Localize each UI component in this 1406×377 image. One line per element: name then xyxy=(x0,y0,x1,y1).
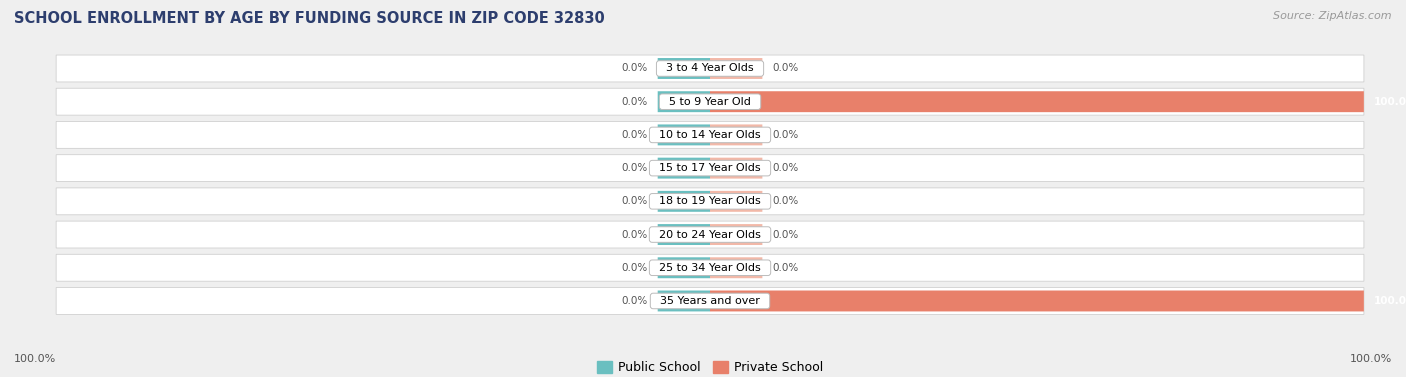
FancyBboxPatch shape xyxy=(658,191,710,212)
Legend: Public School, Private School: Public School, Private School xyxy=(592,356,828,377)
Text: 0.0%: 0.0% xyxy=(621,263,648,273)
FancyBboxPatch shape xyxy=(56,121,1364,149)
Text: 15 to 17 Year Olds: 15 to 17 Year Olds xyxy=(652,163,768,173)
Text: 35 Years and over: 35 Years and over xyxy=(654,296,766,306)
Text: 20 to 24 Year Olds: 20 to 24 Year Olds xyxy=(652,230,768,239)
FancyBboxPatch shape xyxy=(658,158,710,179)
Text: 5 to 9 Year Old: 5 to 9 Year Old xyxy=(662,97,758,107)
Text: 0.0%: 0.0% xyxy=(772,263,799,273)
Text: 18 to 19 Year Olds: 18 to 19 Year Olds xyxy=(652,196,768,206)
FancyBboxPatch shape xyxy=(658,91,710,112)
Text: SCHOOL ENROLLMENT BY AGE BY FUNDING SOURCE IN ZIP CODE 32830: SCHOOL ENROLLMENT BY AGE BY FUNDING SOUR… xyxy=(14,11,605,26)
FancyBboxPatch shape xyxy=(56,55,1364,82)
Text: 0.0%: 0.0% xyxy=(772,163,799,173)
FancyBboxPatch shape xyxy=(658,257,710,278)
Text: 0.0%: 0.0% xyxy=(772,230,799,239)
Text: 0.0%: 0.0% xyxy=(621,296,648,306)
FancyBboxPatch shape xyxy=(56,254,1364,281)
Text: 0.0%: 0.0% xyxy=(621,163,648,173)
FancyBboxPatch shape xyxy=(658,291,710,311)
FancyBboxPatch shape xyxy=(710,124,762,146)
FancyBboxPatch shape xyxy=(658,224,710,245)
FancyBboxPatch shape xyxy=(710,158,762,179)
FancyBboxPatch shape xyxy=(56,221,1364,248)
Text: 0.0%: 0.0% xyxy=(621,196,648,206)
FancyBboxPatch shape xyxy=(56,188,1364,215)
FancyBboxPatch shape xyxy=(710,291,1364,311)
Text: 100.0%: 100.0% xyxy=(1374,296,1406,306)
Text: 100.0%: 100.0% xyxy=(14,354,56,364)
Text: 25 to 34 Year Olds: 25 to 34 Year Olds xyxy=(652,263,768,273)
FancyBboxPatch shape xyxy=(710,58,762,79)
Text: 100.0%: 100.0% xyxy=(1350,354,1392,364)
Text: 0.0%: 0.0% xyxy=(621,130,648,140)
Text: 0.0%: 0.0% xyxy=(772,63,799,74)
Text: 100.0%: 100.0% xyxy=(1374,97,1406,107)
FancyBboxPatch shape xyxy=(56,288,1364,314)
Text: 0.0%: 0.0% xyxy=(772,130,799,140)
FancyBboxPatch shape xyxy=(710,224,762,245)
FancyBboxPatch shape xyxy=(56,155,1364,182)
FancyBboxPatch shape xyxy=(658,58,710,79)
FancyBboxPatch shape xyxy=(56,88,1364,115)
Text: 0.0%: 0.0% xyxy=(772,196,799,206)
Text: Source: ZipAtlas.com: Source: ZipAtlas.com xyxy=(1274,11,1392,21)
FancyBboxPatch shape xyxy=(710,191,762,212)
Text: 10 to 14 Year Olds: 10 to 14 Year Olds xyxy=(652,130,768,140)
FancyBboxPatch shape xyxy=(710,91,1364,112)
Text: 0.0%: 0.0% xyxy=(621,230,648,239)
FancyBboxPatch shape xyxy=(658,124,710,146)
Text: 3 to 4 Year Olds: 3 to 4 Year Olds xyxy=(659,63,761,74)
FancyBboxPatch shape xyxy=(710,257,762,278)
Text: 0.0%: 0.0% xyxy=(621,97,648,107)
Text: 0.0%: 0.0% xyxy=(621,63,648,74)
